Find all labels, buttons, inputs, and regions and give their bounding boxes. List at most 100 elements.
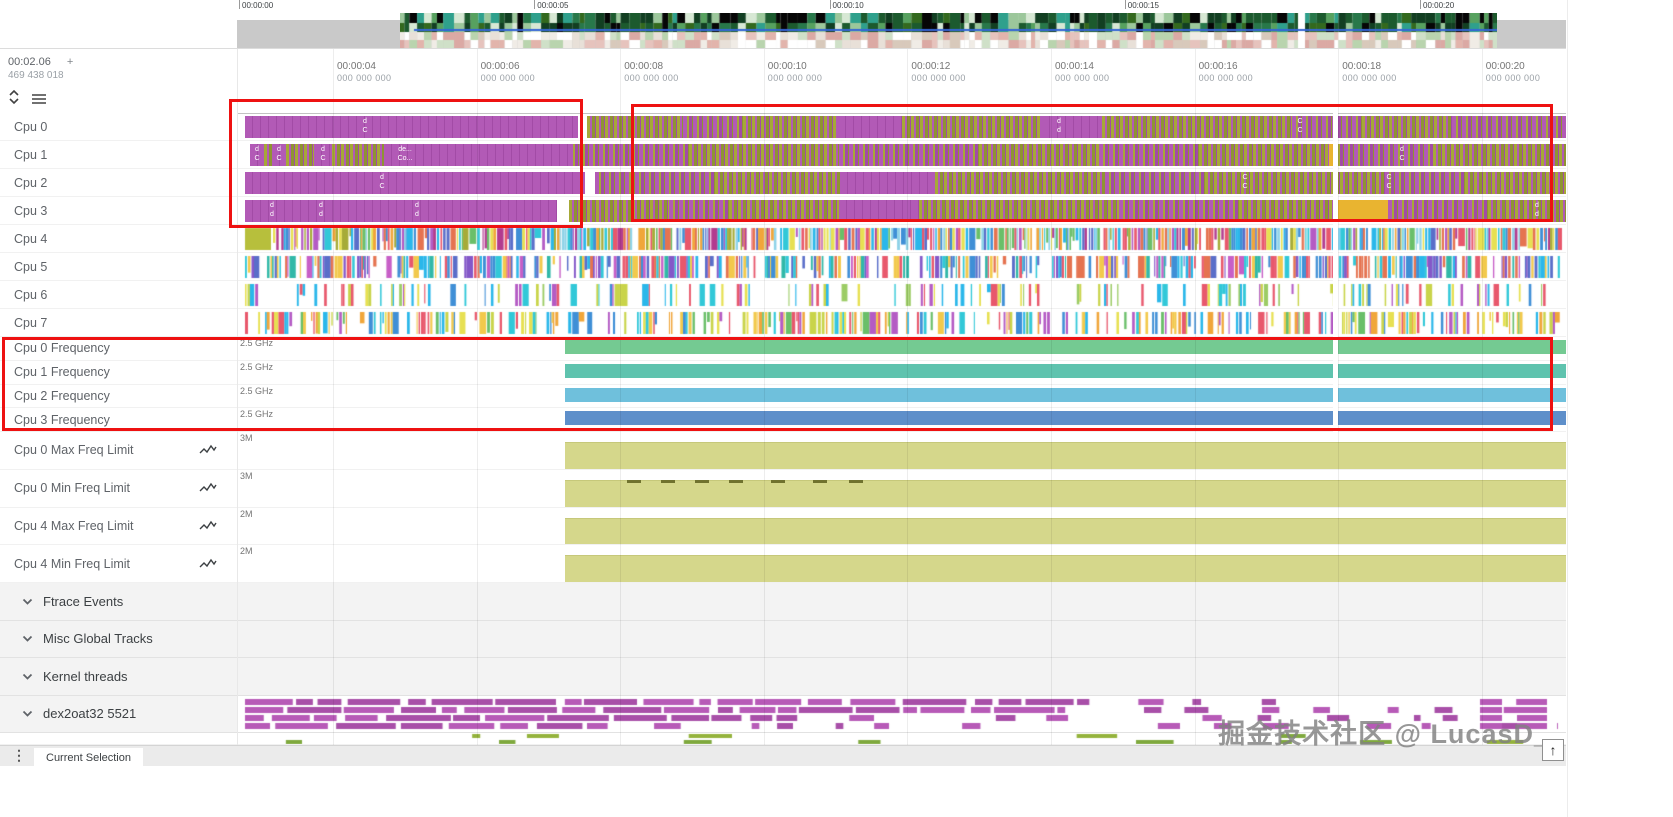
track-label[interactable]: Cpu 4 Min Freq Limit xyxy=(0,545,237,582)
sched-slice[interactable] xyxy=(1042,116,1102,138)
freq-limit-bar[interactable] xyxy=(565,479,1566,507)
sched-slice[interactable] xyxy=(1465,172,1566,194)
track-label[interactable]: Cpu 3 xyxy=(0,197,237,224)
counter-track[interactable]: 3M xyxy=(237,432,1566,469)
sched-slice[interactable] xyxy=(1205,172,1385,194)
sched-slice[interactable] xyxy=(578,116,587,138)
sched-slice[interactable] xyxy=(683,116,743,138)
scroll-to-top-button[interactable]: ↑ xyxy=(1542,739,1564,761)
freq-limit-bar[interactable] xyxy=(565,555,1566,582)
cpu-sched-slices[interactable] xyxy=(237,225,1566,252)
group-header[interactable]: dex2oat32 5521 xyxy=(0,696,237,733)
sched-slice[interactable] xyxy=(245,172,585,194)
sched-slice[interactable] xyxy=(1292,116,1362,138)
sched-slice[interactable] xyxy=(1099,144,1199,166)
sched-slice[interactable] xyxy=(935,172,1105,194)
track-label[interactable]: Cpu 0 Max Freq Limit xyxy=(0,432,237,469)
frequency-bar[interactable] xyxy=(565,387,1566,402)
sched-slice[interactable] xyxy=(332,144,384,166)
sched-slice[interactable] xyxy=(839,144,979,166)
chevron-down-icon[interactable] xyxy=(22,635,33,643)
sched-slice[interactable] xyxy=(902,116,1042,138)
process-slices-canvas[interactable] xyxy=(237,695,1566,732)
cpu-sched-slices[interactable] xyxy=(237,281,1566,308)
track-label[interactable]: Cpu 7 xyxy=(0,309,237,336)
sched-slice[interactable] xyxy=(587,116,683,138)
group-header[interactable]: Kernel threads xyxy=(0,658,237,695)
sched-slice[interactable] xyxy=(245,116,578,138)
process-summary-track[interactable] xyxy=(237,733,1566,744)
sched-slice[interactable] xyxy=(979,144,1099,166)
sched-slice[interactable] xyxy=(919,200,1119,222)
track-label[interactable]: Cpu 4 Max Freq Limit xyxy=(0,507,237,545)
sched-slice[interactable] xyxy=(1388,200,1488,222)
sched-slice[interactable] xyxy=(838,116,902,138)
sched-slice[interactable] xyxy=(689,144,839,166)
cpu-sched-slices[interactable] xyxy=(237,309,1566,336)
sched-slice[interactable] xyxy=(1488,200,1566,222)
track-label[interactable]: Cpu 0 Frequency xyxy=(0,337,237,360)
sched-slice[interactable] xyxy=(595,172,715,194)
group-header[interactable]: Ftrace Events xyxy=(0,583,237,620)
sched-slice[interactable] xyxy=(1329,144,1334,166)
cpu-activity-canvas[interactable] xyxy=(237,225,1566,252)
sched-slice[interactable] xyxy=(384,144,569,166)
track-label[interactable]: Cpu 6 xyxy=(0,281,237,308)
sched-slice[interactable] xyxy=(1433,144,1566,166)
sched-slice[interactable] xyxy=(839,200,919,222)
frequency-bar[interactable] xyxy=(565,411,1566,426)
chevron-down-icon[interactable] xyxy=(22,598,33,605)
sched-slice[interactable] xyxy=(1239,200,1335,222)
sched-slice[interactable] xyxy=(729,200,839,222)
sched-slice[interactable] xyxy=(1119,200,1239,222)
process-summary-track[interactable] xyxy=(237,695,1566,732)
timeline-overview[interactable]: 00:00:00 00:00:05 00:00:10 00:00:15 00:00:20 xyxy=(0,0,1566,49)
track-label[interactable]: Cpu 3 Frequency xyxy=(0,408,237,431)
track-label[interactable]: Cpu 0 xyxy=(0,113,237,140)
sched-slice[interactable] xyxy=(585,172,595,194)
track-label[interactable]: Cpu 2 xyxy=(0,169,237,196)
overview-heatmap[interactable] xyxy=(400,13,1497,48)
sched-slice[interactable] xyxy=(286,144,314,166)
kebab-menu-icon[interactable]: ⋮ xyxy=(12,747,26,763)
sched-slice[interactable] xyxy=(250,144,264,166)
track-label[interactable]: Cpu 0 Min Freq Limit xyxy=(0,469,237,507)
counter-track[interactable]: 2M xyxy=(237,508,1566,545)
cpu-activity-canvas[interactable] xyxy=(237,281,1566,308)
track-label[interactable]: Cpu 1 xyxy=(0,141,237,168)
cpu-activity-canvas[interactable] xyxy=(237,309,1566,336)
chevron-down-icon[interactable] xyxy=(22,673,33,680)
counter-track[interactable]: 2.5 GHz xyxy=(237,361,1566,384)
sched-slice[interactable] xyxy=(1452,116,1566,138)
track-label[interactable]: Cpu 2 Frequency xyxy=(0,384,237,408)
frequency-bar[interactable] xyxy=(565,340,1566,354)
sched-slice[interactable] xyxy=(1102,116,1292,138)
counter-track[interactable]: 2.5 GHz xyxy=(237,337,1566,360)
sched-slice[interactable] xyxy=(569,200,669,222)
track-label[interactable]: Cpu 4 xyxy=(0,225,237,252)
counter-track[interactable]: 2.5 GHz xyxy=(237,408,1566,431)
frequency-bar[interactable] xyxy=(565,363,1566,378)
track-label[interactable]: Cpu 1 Frequency xyxy=(0,360,237,384)
track-label[interactable]: Cpu 5 xyxy=(0,253,237,280)
sched-slice[interactable] xyxy=(314,144,332,166)
sched-slice[interactable] xyxy=(272,144,286,166)
sched-slice[interactable] xyxy=(245,200,557,222)
sched-slice[interactable] xyxy=(557,200,569,222)
freq-limit-bar[interactable] xyxy=(565,517,1566,545)
sched-slice[interactable] xyxy=(264,144,272,166)
expand-collapse-all-icon[interactable] xyxy=(8,89,20,110)
process-slices-canvas[interactable] xyxy=(237,733,1566,744)
track-filter-menu-icon[interactable] xyxy=(31,92,47,110)
sched-slice[interactable] xyxy=(715,172,840,194)
freq-limit-bar[interactable] xyxy=(565,442,1566,469)
counter-track[interactable]: 3M xyxy=(237,470,1566,507)
counter-track[interactable]: 2.5 GHz xyxy=(237,385,1566,408)
sched-slice[interactable] xyxy=(1199,144,1329,166)
counter-track[interactable]: 2M xyxy=(237,545,1566,582)
cpu-sched-slices[interactable] xyxy=(237,253,1566,280)
